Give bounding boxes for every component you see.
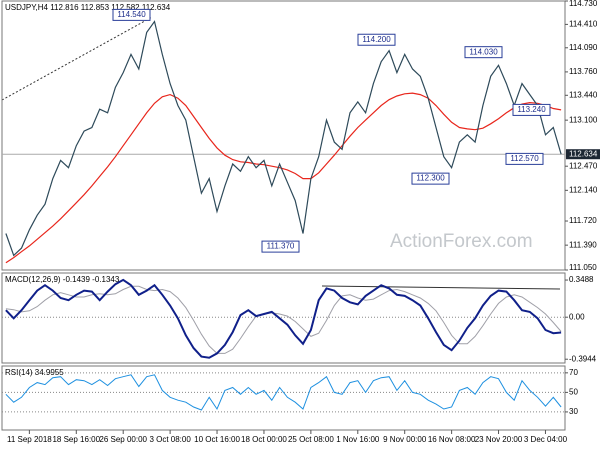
annotation-label: 114.200 (362, 35, 391, 44)
panel-title: MACD(12,26,9) -0.1439 -0.1343 (5, 275, 120, 284)
annotation-label: 112.300 (416, 174, 445, 183)
y-tick-label: 50 (569, 387, 578, 396)
annotation-box (512, 103, 551, 116)
x-tick-label: 3 Dec 04:00 (524, 435, 568, 444)
annotation-label: 111.370 (267, 242, 295, 251)
watermark: ActionForex.com (390, 231, 533, 252)
y-tick-label: 0.00 (569, 312, 585, 321)
y-tick-label: 113.440 (569, 90, 598, 99)
annotation-box (112, 8, 151, 21)
y-tick-label: 0.3488 (569, 275, 594, 284)
annotation-label: 113.240 (517, 105, 546, 114)
x-tick-label: 18 Oct 00:00 (241, 435, 287, 444)
y-tick-label: 113.760 (569, 67, 598, 76)
x-tick-label: 3 Oct 08:00 (149, 435, 191, 444)
y-tick-label: 112.470 (569, 161, 598, 170)
y-tick-label: 70 (569, 368, 578, 377)
annotation-box (261, 240, 300, 253)
y-tick-label: 111.050 (569, 263, 597, 272)
annotation-label: 112.570 (510, 154, 539, 163)
x-tick-label: 23 Nov 20:00 (475, 435, 523, 444)
series-line (5, 278, 562, 359)
annotation-box (505, 152, 544, 165)
panel-frame (1, 272, 566, 364)
x-tick-label: 16 Nov 08:00 (428, 435, 476, 444)
series-line (5, 92, 562, 264)
x-tick-label: 26 Sep 00:00 (99, 435, 147, 444)
annotation-label: 114.540 (117, 10, 146, 19)
y-tick-label: 114.090 (569, 43, 598, 52)
y-tick-label: 114.410 (569, 20, 598, 29)
last-price-box (566, 149, 600, 160)
series-line (5, 285, 562, 354)
x-tick-label: 1 Nov 16:00 (336, 435, 380, 444)
series-line (5, 374, 562, 411)
x-tick-label: 9 Nov 00:00 (383, 435, 427, 444)
panel-frame (1, 365, 566, 431)
y-tick-label: 111.720 (569, 216, 597, 225)
annotation-box (411, 172, 450, 185)
x-tick-label: 18 Sep 16:00 (52, 435, 100, 444)
x-tick-label: 25 Oct 08:00 (288, 435, 334, 444)
annotation-label: 114.030 (469, 47, 498, 56)
panel-frame (1, 0, 566, 271)
x-tick-label: 11 Sep 2018 (7, 435, 52, 444)
y-tick-label: 113.100 (569, 115, 598, 124)
series-line (5, 20, 562, 257)
x-tick-label: 10 Oct 16:00 (194, 435, 240, 444)
annotation-box (357, 33, 396, 46)
resistance-line (321, 285, 561, 290)
y-tick-label: 30 (569, 407, 578, 416)
trend-line (1, 16, 153, 101)
panel-title: USDJPY,H4 112.816 112.853 112.582 112.63… (5, 3, 171, 12)
annotation-box (464, 46, 503, 59)
y-tick-label: 111.390 (569, 240, 597, 249)
y-tick-label: 114.730 (569, 0, 598, 8)
panel-title: RSI(14) 34.9955 (5, 368, 64, 377)
y-tick-label: 112.140 (569, 185, 598, 194)
y-tick-label: -0.3944 (569, 354, 597, 363)
last-price-label: 112.634 (569, 149, 598, 158)
